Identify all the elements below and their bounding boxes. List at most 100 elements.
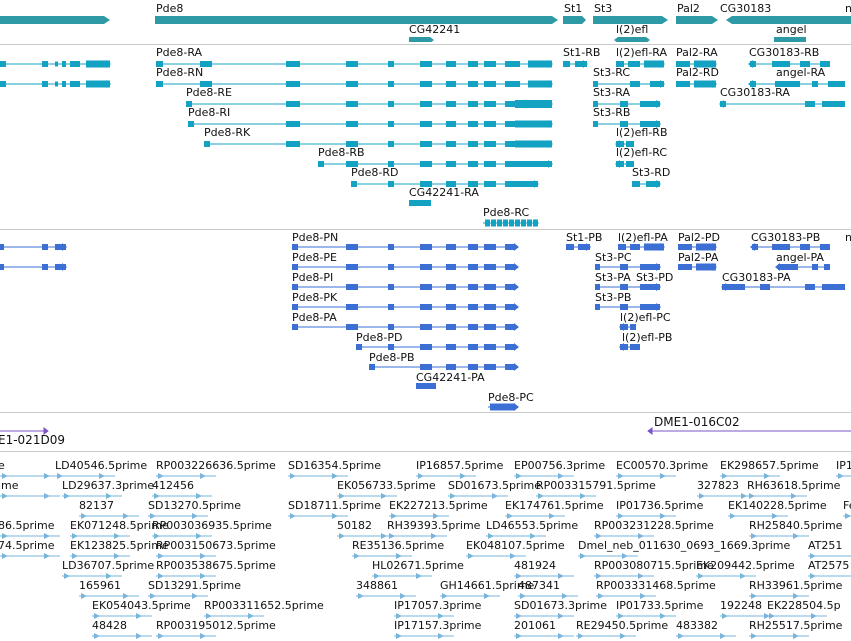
est-label[interactable]: RP003226636.5prime	[156, 459, 276, 472]
est-label[interactable]: EK123825.5prime	[70, 539, 169, 552]
est-label[interactable]: Fe	[843, 499, 851, 512]
est-label[interactable]: 481924	[514, 559, 556, 572]
transcript-label[interactable]: Pde8-PN	[292, 231, 339, 244]
transcript-label[interactable]: Pde8-PB	[369, 351, 415, 364]
est-label[interactable]: IP17157.3prime	[394, 619, 482, 632]
transcript-label[interactable]: St3-PA	[595, 271, 631, 284]
transcript-label[interactable]: Pde8-RE	[186, 86, 232, 99]
est-label[interactable]: RP003231228.5prime	[594, 519, 714, 532]
est-label[interactable]: Dmel_neb_011630_0693_1669.3prime	[578, 539, 791, 552]
est-label[interactable]: IP01736.5prime	[616, 499, 704, 512]
est-label[interactable]: 48428	[92, 619, 127, 632]
transcript-label[interactable]: St3-RB	[593, 106, 631, 119]
est-label[interactable]: HL02671.5prime	[372, 559, 464, 572]
transcript-label[interactable]: angel-RA	[776, 66, 826, 79]
est-label[interactable]: AT2575	[808, 559, 850, 572]
transcript-label[interactable]: CG30183-RA	[720, 86, 790, 99]
est-label[interactable]: 192248	[720, 599, 762, 612]
est-label[interactable]: RE29450.5prime	[576, 619, 669, 632]
gene-label-st1[interactable]: St1	[564, 2, 583, 15]
transcript-label[interactable]: CG30183-PB	[751, 231, 821, 244]
est-label[interactable]: RP003080715.5prime	[594, 559, 714, 572]
gene-label-st3[interactable]: St3	[594, 2, 613, 15]
est-label[interactable]: RP003315791.5prime	[536, 479, 656, 492]
transcript-label[interactable]: n	[845, 231, 851, 244]
gene-label-angel[interactable]: angel	[776, 23, 807, 36]
transcript-label[interactable]: St3-PB	[595, 291, 632, 304]
transcript-label[interactable]: Pde8-PI	[292, 271, 334, 284]
est-label[interactable]: RP003195012.5prime	[156, 619, 276, 632]
transcript-label[interactable]: l(2)efl-RA	[616, 46, 668, 59]
transcript-label[interactable]: Pal2-PD	[678, 231, 721, 244]
transcript-label[interactable]: l(2)efl-PC	[620, 311, 671, 324]
transcript-label[interactable]: Pde8-RD	[351, 166, 399, 179]
est-label[interactable]: EK298657.5prime	[720, 459, 819, 472]
transcript-label[interactable]: Pde8-RA	[156, 46, 203, 59]
transcript-label[interactable]: l(2)efl-PA	[618, 231, 668, 244]
est-label[interactable]: SD01673.3prime	[514, 599, 607, 612]
est-label[interactable]: RH33961.5prime	[749, 579, 843, 592]
transcript-label[interactable]: St3-PC	[595, 251, 632, 264]
gene-label-pde8[interactable]: Pde8	[156, 2, 184, 15]
est-label[interactable]: EK227213.5prime	[389, 499, 488, 512]
transcript-label[interactable]: St3-RC	[593, 66, 631, 79]
gene-label-cg30183[interactable]: CG30183	[720, 2, 772, 15]
transcript-label[interactable]: Pal2-RA	[676, 46, 718, 59]
est-label[interactable]: 165961	[79, 579, 121, 592]
transcript-label[interactable]: angel-PA	[776, 251, 824, 264]
est-label[interactable]: EK048107.5prime	[466, 539, 565, 552]
transcript-label[interactable]: l(2)efl-RC	[616, 146, 668, 159]
gene-label-cg42241[interactable]: CG42241	[409, 23, 461, 36]
transcript-label[interactable]: CG42241-RA	[409, 186, 479, 199]
est-label[interactable]: LD40546.5prime	[55, 459, 148, 472]
est-label[interactable]: 412456	[152, 479, 194, 492]
gene-label-n[interactable]: n	[845, 2, 851, 15]
est-label[interactable]: AT251	[808, 539, 843, 552]
est-label[interactable]: 86.5prime	[0, 519, 55, 532]
est-label[interactable]: RP003538675.5prime	[156, 559, 276, 572]
transcript-label[interactable]: Pde8-PE	[292, 251, 337, 264]
est-label[interactable]: GH14661.5prime	[440, 579, 535, 592]
est-label[interactable]: e	[0, 459, 5, 472]
gene-label-l2efl[interactable]: l(2)efl	[616, 23, 649, 36]
est-label[interactable]: EP00756.3prime	[514, 459, 606, 472]
transcript-label[interactable]: St3-RD	[632, 166, 671, 179]
est-label[interactable]: IP16857.5prime	[416, 459, 504, 472]
transcript-label[interactable]: Pal2-RD	[676, 66, 720, 79]
transcript-label[interactable]: St1-PB	[566, 231, 603, 244]
transcript-label[interactable]: l(2)efl-PB	[622, 331, 673, 344]
est-label[interactable]: 201061	[514, 619, 556, 632]
est-label[interactable]: RH25517.5prime	[749, 619, 843, 632]
transcript-label[interactable]: Pde8-PC	[488, 391, 534, 404]
est-label[interactable]: RP003036935.5prime	[152, 519, 272, 532]
est-label[interactable]: SD16354.5prime	[288, 459, 381, 472]
clone-label[interactable]: E1-021D09	[0, 433, 65, 447]
transcript-label[interactable]: St3-RA	[593, 86, 630, 99]
est-label[interactable]: SD13270.5prime	[148, 499, 241, 512]
est-label[interactable]: LD36707.5prime	[62, 559, 155, 572]
gene-label-pal2[interactable]: Pal2	[677, 2, 700, 15]
transcript-label[interactable]: CG30183-RB	[749, 46, 820, 59]
est-label[interactable]: IP17057.3prime	[394, 599, 482, 612]
est-label[interactable]: RP003311652.5prime	[204, 599, 324, 612]
transcript-label[interactable]: St1-RB	[563, 46, 601, 59]
est-label[interactable]: LD46553.5prime	[486, 519, 579, 532]
est-label[interactable]: 82137	[79, 499, 114, 512]
transcript-label[interactable]: Pde8-RK	[204, 126, 251, 139]
est-label[interactable]: SD18711.5prime	[288, 499, 381, 512]
transcript-label[interactable]: Pde8-PK	[292, 291, 338, 304]
est-label[interactable]: 348861	[356, 579, 398, 592]
est-label[interactable]: EC00570.3prime	[616, 459, 709, 472]
est-label[interactable]: RH39393.5prime	[387, 519, 481, 532]
transcript-label[interactable]: CG42241-PA	[416, 371, 485, 384]
est-label[interactable]: IP01733.5prime	[616, 599, 704, 612]
est-label[interactable]: EK054043.5prime	[92, 599, 191, 612]
est-label[interactable]: 50182	[337, 519, 372, 532]
est-label[interactable]: RP003331468.5prime	[596, 579, 716, 592]
est-label[interactable]: 327823	[697, 479, 739, 492]
transcript-label[interactable]: Pde8-PA	[292, 311, 337, 324]
est-label[interactable]: SD01673.5prime	[448, 479, 541, 492]
est-label[interactable]: RE35136.5prime	[352, 539, 445, 552]
est-label[interactable]: 483382	[676, 619, 718, 632]
est-label[interactable]: 487341	[518, 579, 560, 592]
